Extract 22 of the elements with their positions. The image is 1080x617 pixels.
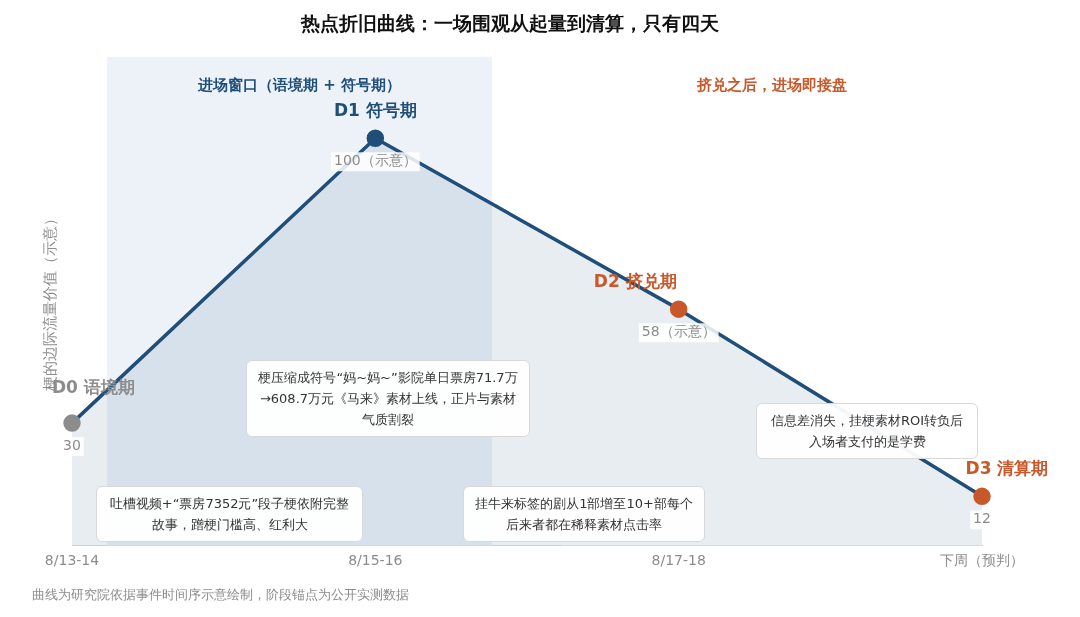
point (669, 300, 688, 318)
band-label: 挤兑之后，进场即接盘 (696, 76, 847, 95)
annotation: 信息差消失，挂梗素材ROI转负后入场者支付的是学费 (756, 403, 978, 459)
data-label: 30 (63, 436, 81, 453)
point (366, 129, 385, 147)
text: 曲线为研究院依据事件时间序示意绘制，阶段锚点为公开实测数据 (31, 586, 410, 604)
annotation: D1 符号期 (333, 100, 417, 121)
point (973, 487, 991, 506)
data-label: 12 (973, 510, 991, 526)
x-tick-label: 8/17-18 (651, 552, 706, 569)
band-label: 进场窗口（语境期 + 符号期） (196, 76, 402, 95)
x-tick-label: 下周（预判） (940, 552, 1024, 569)
x-tick-label: 8/15-16 (348, 552, 403, 569)
annotation: D3 清算期 (965, 458, 1049, 479)
chart-title: 热点折旧曲线：一场围观从起量到清算，只有四天 (300, 12, 719, 35)
point (63, 414, 81, 432)
annotation: 吐槽视频+“票房7352元”段子梗依附完整故事，蹭梗门槛高、红利大 (96, 486, 363, 542)
x-tick-label: 8/13-14 (44, 552, 100, 569)
data-label: 58（示意） (641, 322, 716, 339)
annotation: 梗压缩成符号“妈~妈~”影院单日票房71.7万→608.7万元《马来》素材上线，正片与素材气质割裂 (246, 360, 530, 437)
data-label: 100（示意） (333, 151, 417, 168)
annotation: 挂牛来标签的剧从1部增至10+部每个后来者都在稀释素材点击率 (463, 486, 705, 542)
